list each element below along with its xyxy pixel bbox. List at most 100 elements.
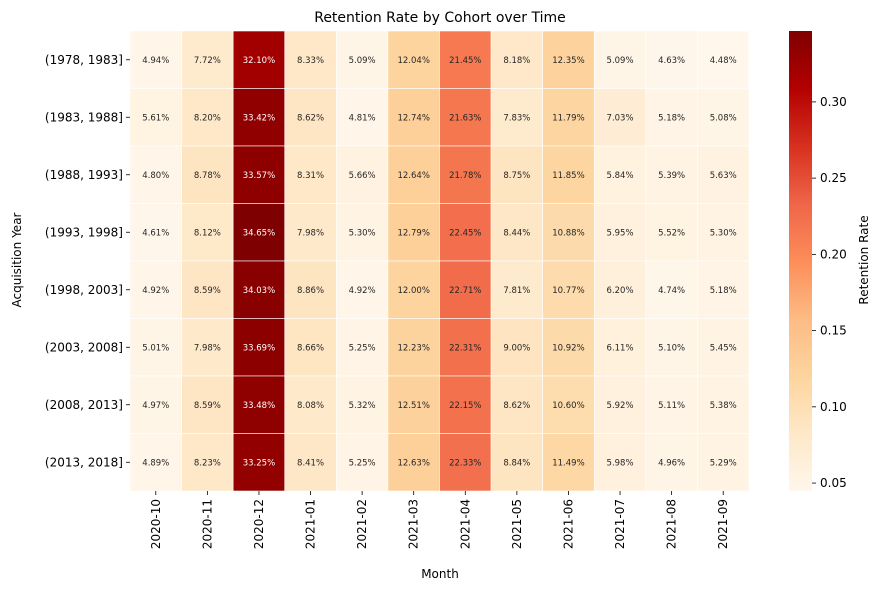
cell-value-label: 5.39% — [658, 171, 685, 181]
heatmap-cell — [336, 30, 389, 89]
cell-value-label: 5.98% — [607, 458, 634, 468]
cell-value-label: 7.98% — [194, 343, 221, 353]
heatmap-cell — [387, 88, 440, 147]
cell-value-label: 7.83% — [503, 113, 530, 123]
heatmap-cell — [387, 318, 440, 377]
cell-value-label: 8.12% — [194, 228, 221, 238]
heatmap-cell — [181, 30, 234, 89]
heatmap-cell — [232, 433, 286, 492]
heatmap-cell — [439, 203, 492, 262]
cell-value-label: 5.84% — [607, 171, 634, 181]
heatmap-cell — [593, 203, 647, 262]
x-tick-label: 2020-12 — [252, 499, 266, 549]
cell-value-label: 5.18% — [658, 113, 685, 123]
heatmap-cell — [129, 30, 182, 89]
cell-value-label: 5.10% — [658, 343, 685, 353]
heatmap-cell — [645, 203, 698, 262]
cell-value-label: 8.31% — [297, 171, 324, 181]
cell-value-label: 22.15% — [449, 401, 481, 411]
heatmap-cell-labels: 4.94% 7.72% 32.10% 8.33% 5.09% 12.04% 21.45% 8.… — [142, 56, 736, 469]
heatmap-cell — [232, 375, 286, 434]
heatmap-cell — [284, 203, 337, 262]
heatmap-cell — [645, 433, 698, 492]
cell-value-label: 5.11% — [658, 401, 685, 411]
cell-value-label: 12.79% — [397, 228, 429, 238]
heatmap-cell — [697, 433, 750, 492]
heatmap-cell — [387, 30, 440, 89]
cell-value-label: 5.52% — [658, 228, 685, 238]
cell-value-label: 5.09% — [607, 56, 634, 66]
heatmap-cell — [542, 88, 595, 147]
cell-value-label: 7.81% — [503, 286, 530, 296]
y-tick-label: (1998, 2003] — [45, 283, 123, 297]
cell-value-label: 34.65% — [243, 228, 275, 238]
heatmap-cells — [129, 30, 750, 492]
y-tick-label: (2003, 2008] — [45, 340, 123, 354]
heatmap-cell — [181, 88, 234, 147]
cell-value-label: 6.20% — [607, 286, 634, 296]
cell-value-label: 11.49% — [552, 458, 584, 468]
x-axis-ticks: 2020-10 2020-11 2020-12 2021-01 2021-02 2021-… — [149, 491, 730, 549]
cell-value-label: 6.11% — [607, 343, 634, 353]
cell-value-label: 8.59% — [194, 286, 221, 296]
cell-value-label: 12.64% — [397, 171, 429, 181]
y-tick-label: (1988, 1993] — [45, 168, 123, 182]
heatmap-cell — [284, 433, 337, 492]
heatmap-cell — [232, 260, 286, 319]
cell-value-label: 5.66% — [349, 171, 376, 181]
cell-value-label: 22.71% — [449, 286, 481, 296]
colorbar-tick-label: 0.20 — [820, 247, 847, 261]
cell-value-label: 4.92% — [142, 286, 169, 296]
x-tick-label: 2021-01 — [304, 499, 318, 549]
cell-value-label: 8.62% — [503, 401, 530, 411]
heatmap-cell — [232, 30, 286, 89]
cell-value-label: 32.10% — [243, 56, 275, 66]
heatmap-cell — [593, 433, 647, 492]
cell-value-label: 7.98% — [297, 228, 324, 238]
heatmap-cell — [336, 433, 389, 492]
heatmap-cell — [697, 203, 750, 262]
heatmap-cell — [439, 145, 492, 204]
cell-value-label: 5.38% — [710, 401, 737, 411]
heatmap-cell — [645, 88, 698, 147]
heatmap-cell — [645, 375, 698, 434]
cell-value-label: 33.69% — [243, 343, 275, 353]
cell-value-label: 8.86% — [297, 286, 324, 296]
heatmap-cell — [284, 88, 337, 147]
cell-value-label: 8.84% — [503, 458, 530, 468]
cell-value-label: 5.92% — [607, 401, 634, 411]
cell-value-label: 5.95% — [607, 228, 634, 238]
cell-value-label: 8.66% — [297, 343, 324, 353]
heatmap-cell — [181, 375, 234, 434]
cell-value-label: 12.04% — [397, 56, 429, 66]
colorbar-tick-label: 0.15 — [820, 324, 847, 338]
colorbar-label: Retention Rate — [857, 215, 871, 304]
heatmap-cell — [697, 88, 750, 147]
heatmap-cell — [336, 375, 389, 434]
cell-value-label: 21.78% — [449, 171, 481, 181]
cell-value-label: 4.74% — [658, 286, 685, 296]
x-tick-label: 2021-07 — [613, 499, 627, 549]
cell-value-label: 33.48% — [243, 401, 275, 411]
cell-value-label: 8.23% — [194, 458, 221, 468]
x-axis-label: Month — [421, 567, 459, 581]
cell-value-label: 4.97% — [142, 401, 169, 411]
heatmap-cell — [542, 375, 595, 434]
heatmap-cell — [542, 203, 595, 262]
cell-value-label: 21.63% — [449, 113, 481, 123]
cell-value-label: 5.30% — [710, 228, 737, 238]
cell-value-label: 4.81% — [349, 113, 376, 123]
cell-value-label: 21.45% — [449, 56, 481, 66]
heatmap-cell — [697, 145, 750, 204]
cell-value-label: 8.44% — [503, 228, 530, 238]
colorbar-tick-label: 0.30 — [820, 95, 847, 109]
x-tick-label: 2020-11 — [200, 499, 214, 549]
heatmap-cell — [645, 145, 698, 204]
cell-value-label: 10.92% — [552, 343, 584, 353]
cell-value-label: 22.45% — [449, 228, 481, 238]
cell-value-label: 8.20% — [194, 113, 221, 123]
cell-value-label: 33.25% — [243, 458, 275, 468]
heatmap-cell — [181, 260, 234, 319]
cell-value-label: 10.88% — [552, 228, 584, 238]
heatmap-cell — [593, 88, 647, 147]
